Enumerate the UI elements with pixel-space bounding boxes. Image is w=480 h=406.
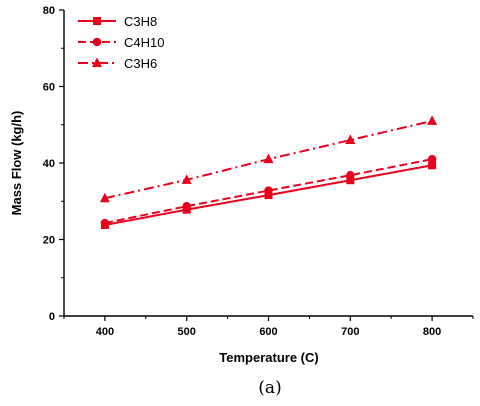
series-layer [99, 115, 438, 229]
series-c3h8 [100, 161, 437, 229]
data-point [345, 134, 356, 145]
data-point [427, 154, 437, 164]
legend-label: C3H8 [124, 14, 157, 29]
legend-label: C4H10 [124, 35, 164, 50]
x-tick-label: 500 [178, 326, 196, 338]
legend-item-c4h10: C4H10 [78, 35, 164, 50]
data-point [99, 192, 110, 203]
data-point [346, 176, 355, 185]
data-point [346, 171, 355, 180]
legend-marker [93, 17, 101, 25]
x-tick-label: 700 [341, 326, 359, 338]
y-tick-label: 20 [43, 235, 55, 247]
data-point [264, 186, 273, 195]
data-point [264, 191, 273, 200]
x-tick-label: 600 [259, 326, 277, 338]
legend: C3H8 C4H10 C3H6 [78, 14, 164, 71]
y-axis-title: Mass Flow (kg/h) [9, 111, 24, 216]
data-point [263, 153, 274, 164]
x-tick-label: 400 [96, 326, 114, 338]
y-tick-label: 0 [49, 311, 55, 323]
x-axis-ticks: 400 500 600 700 800 [63, 316, 474, 338]
data-point [182, 202, 191, 211]
data-point [428, 161, 437, 170]
data-point [181, 174, 192, 184]
x-axis-title: Temperature (C) [219, 350, 318, 365]
y-axis-ticks: 0 20 40 60 80 [43, 5, 64, 323]
y-tick-label: 40 [43, 158, 55, 170]
legend-label: C3H6 [124, 56, 157, 71]
legend-marker [92, 57, 102, 67]
legend-marker [92, 37, 102, 47]
data-point [427, 115, 438, 125]
y-tick-label: 80 [43, 5, 55, 17]
figure-caption: (a) [258, 378, 281, 398]
legend-item-c3h8: C3H8 [78, 14, 157, 29]
data-point [100, 218, 110, 228]
y-tick-label: 60 [43, 82, 55, 94]
series-line [104, 158, 433, 225]
x-tick-label: 800 [423, 326, 441, 338]
series-c3h6 [99, 115, 438, 203]
series-c4h10 [100, 154, 437, 228]
legend-item-c3h6: C3H6 [78, 56, 157, 71]
